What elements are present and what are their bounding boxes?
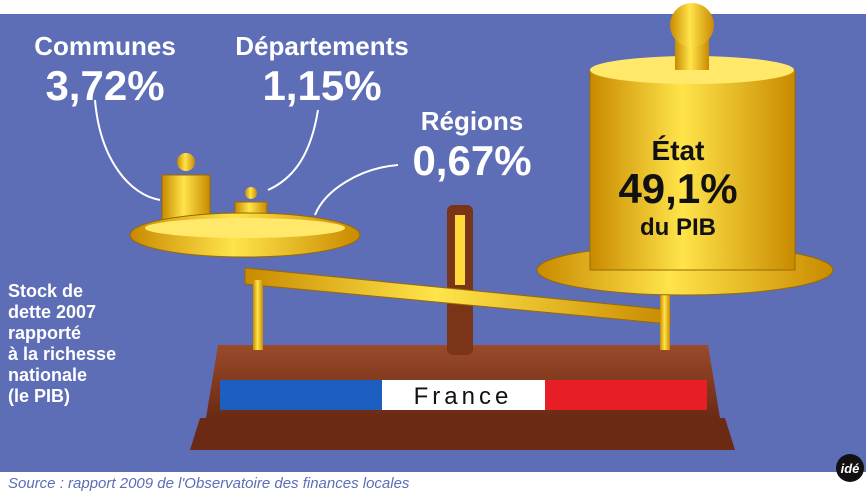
label-value: 0,67% bbox=[412, 137, 531, 184]
label-value: 1,15% bbox=[262, 62, 381, 109]
left-tray-top bbox=[145, 218, 345, 238]
caption-line: rapporté bbox=[8, 323, 81, 343]
label-name: État bbox=[652, 135, 705, 166]
callout bbox=[94, 99, 161, 201]
label-note: du PIB bbox=[640, 214, 716, 241]
callout bbox=[267, 109, 319, 191]
labels: Communes 3,72% Départements 1,15% Région… bbox=[34, 31, 531, 184]
label-name: Régions bbox=[421, 106, 524, 136]
logo-badge bbox=[836, 454, 864, 482]
caption-line: (le PIB) bbox=[8, 386, 70, 406]
knob bbox=[245, 187, 257, 199]
label-name: Communes bbox=[34, 31, 176, 61]
etat-label: État 49,1% du PIB bbox=[618, 135, 737, 241]
callout bbox=[314, 164, 399, 216]
flag-white bbox=[382, 380, 545, 410]
flag-red bbox=[545, 380, 707, 410]
caption-line: Stock de bbox=[8, 281, 83, 301]
right-post bbox=[660, 290, 670, 350]
caption-line: dette 2007 bbox=[8, 302, 96, 322]
label-value: 3,72% bbox=[45, 62, 164, 109]
left-post bbox=[253, 280, 263, 350]
knob bbox=[670, 3, 714, 47]
caption-line: à la richesse bbox=[8, 344, 116, 364]
needle bbox=[455, 215, 465, 285]
caption-line: nationale bbox=[8, 365, 87, 385]
logo: idé bbox=[841, 461, 860, 476]
label-value: 49,1% bbox=[618, 165, 737, 212]
flag-text: France bbox=[414, 383, 513, 410]
knob bbox=[177, 153, 195, 171]
label-name: Départements bbox=[235, 31, 408, 61]
source: Source : rapport 2009 de l'Observatoire … bbox=[8, 475, 410, 492]
weight-etat bbox=[589, 69, 796, 271]
flag-blue bbox=[220, 380, 382, 410]
base-foot bbox=[190, 418, 735, 450]
